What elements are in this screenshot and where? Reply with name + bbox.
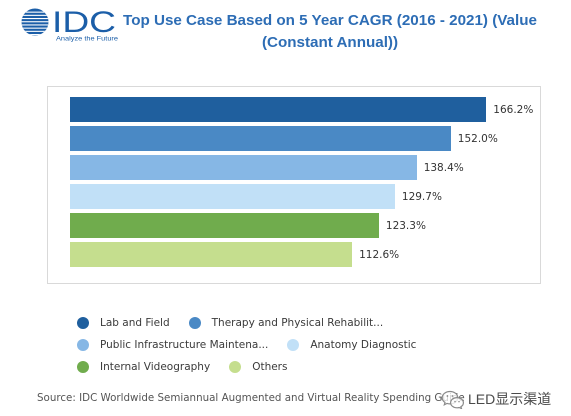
- legend-marker: [287, 339, 300, 351]
- wechat-icon: [441, 390, 465, 409]
- legend-row: Public Infrastructure Maintena... Anatom…: [77, 334, 435, 356]
- legend-label: Anatomy Diagnostic: [310, 339, 417, 351]
- legend-item-anatomy-diagnostic: Anatomy Diagnostic: [287, 339, 416, 351]
- bar-therapy-physical-rehab: [70, 126, 451, 151]
- logo-tagline: Analyze the Future: [56, 36, 118, 43]
- legend: Lab and Field Therapy and Physical Rehab…: [77, 312, 435, 378]
- legend-item-lab-and-field: Lab and Field: [77, 317, 170, 329]
- bar-series: 166.2% 152.0% 138.4% 129.7% 123.3% 112.6…: [70, 97, 533, 267]
- bar-row-anatomy-diagnostic: 129.7%: [70, 184, 533, 209]
- legend-label: Public Infrastructure Maintena...: [100, 339, 269, 351]
- legend-item-others: Others: [229, 361, 287, 373]
- legend-marker: [77, 317, 89, 329]
- bar-row-internal-videography: 123.3%: [70, 213, 533, 238]
- bar-row-lab-and-field: 166.2%: [70, 97, 533, 122]
- value-label-lab-and-field: 166.2%: [493, 103, 534, 116]
- legend-label: Internal Videography: [100, 361, 211, 373]
- watermark-text: LED显示渠道: [468, 391, 552, 407]
- bar-others: [70, 242, 353, 267]
- bar-lab-and-field: [70, 97, 487, 122]
- value-label-internal-videography: 123.3%: [385, 219, 426, 232]
- legend-marker: [77, 361, 89, 373]
- bar-row-public-infrastructure: 138.4%: [70, 155, 533, 180]
- bar-internal-videography: [70, 213, 379, 238]
- value-label-others: 112.6%: [359, 248, 400, 261]
- legend-marker: [229, 361, 242, 373]
- idc-logo: IDC Analyze the Future: [21, 6, 118, 43]
- legend-marker: [188, 317, 201, 329]
- bar-public-infrastructure: [70, 155, 417, 180]
- bar-row-therapy-physical-rehab: 152.0%: [70, 126, 533, 151]
- bar-anatomy-diagnostic: [70, 184, 395, 209]
- logo-wordmark: IDC: [52, 6, 116, 39]
- legend-item-public-infrastructure: Public Infrastructure Maintena...: [77, 339, 268, 351]
- watermark: LED显示渠道: [441, 388, 568, 410]
- legend-row: Lab and Field Therapy and Physical Rehab…: [77, 312, 435, 334]
- legend-item-internal-videography: Internal Videography: [77, 361, 210, 373]
- chart-title: Top Use Case Based on 5 Year CAGR (2016 …: [123, 12, 537, 51]
- plot-area: [47, 86, 541, 284]
- source-note: Source: IDC Worldwide Semiannual Augment…: [37, 392, 465, 404]
- legend-row: Internal Videography Others: [77, 356, 435, 378]
- legend-item-therapy-physical-rehab: Therapy and Physical Rehabilit...: [188, 317, 384, 329]
- value-label-public-infrastructure: 138.4%: [423, 161, 464, 174]
- legend-label: Lab and Field: [100, 317, 170, 329]
- legend-label: Therapy and Physical Rehabilit...: [211, 317, 384, 329]
- legend-marker: [77, 339, 89, 351]
- globe-icon: [21, 8, 49, 36]
- value-label-therapy-physical-rehab: 152.0%: [457, 132, 498, 145]
- bar-row-others: 112.6%: [70, 242, 533, 267]
- value-label-anatomy-diagnostic: 129.7%: [401, 190, 442, 203]
- legend-label: Others: [252, 361, 288, 373]
